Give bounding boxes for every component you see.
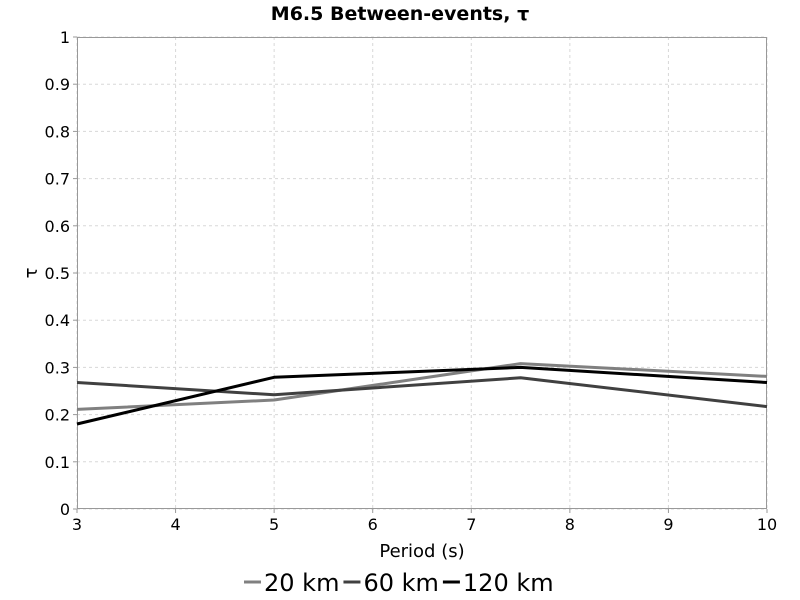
y-tick-label: 0.6	[45, 217, 70, 236]
y-tick-label: 0	[60, 500, 70, 519]
series-lines	[76, 362, 768, 426]
y-tick-label: 1	[60, 28, 70, 47]
x-tick-label: 5	[269, 515, 279, 534]
y-axis-label: τ	[21, 268, 42, 279]
y-tick-label: 0.3	[45, 358, 70, 377]
x-tick-label: 9	[663, 515, 673, 534]
x-tick-label: 4	[170, 515, 180, 534]
legend-label-20-km: 20 km	[264, 569, 339, 597]
chart-title: M6.5 Between-events, τ	[271, 3, 529, 25]
y-tick-label: 0.7	[45, 170, 70, 189]
x-tick-label: 3	[72, 515, 82, 534]
y-tick-label: 0.4	[45, 311, 70, 330]
grid	[76, 36, 768, 510]
x-tick-label: 7	[466, 515, 476, 534]
y-tick-label: 0.5	[45, 264, 70, 283]
legend: 20 km 60 km 120 km	[244, 569, 554, 597]
x-tick-label: 6	[368, 515, 378, 534]
y-tick-label: 0.1	[45, 453, 70, 472]
y-tick-label: 0.8	[45, 122, 70, 141]
series-line-120-km	[76, 365, 768, 426]
x-tick-label: 10	[757, 515, 777, 534]
y-tick-label: 0.9	[45, 75, 70, 94]
x-tick-label: 8	[565, 515, 575, 534]
legend-label-120-km: 120 km	[463, 569, 554, 597]
y-tick-label: 0.2	[45, 406, 70, 425]
series-line-20-km	[76, 362, 768, 411]
series-line-60-km	[76, 376, 768, 409]
axis-ticks: 3 4 5 6 7 8 9 10 0 0.1 0.2 0.3 0.4 0.5 0.6 0.7 0.8 0.9 1	[45, 28, 778, 534]
plot-frame	[77, 37, 767, 509]
legend-label-60-km: 60 km	[363, 569, 438, 597]
x-axis-label: Period (s)	[379, 541, 464, 562]
